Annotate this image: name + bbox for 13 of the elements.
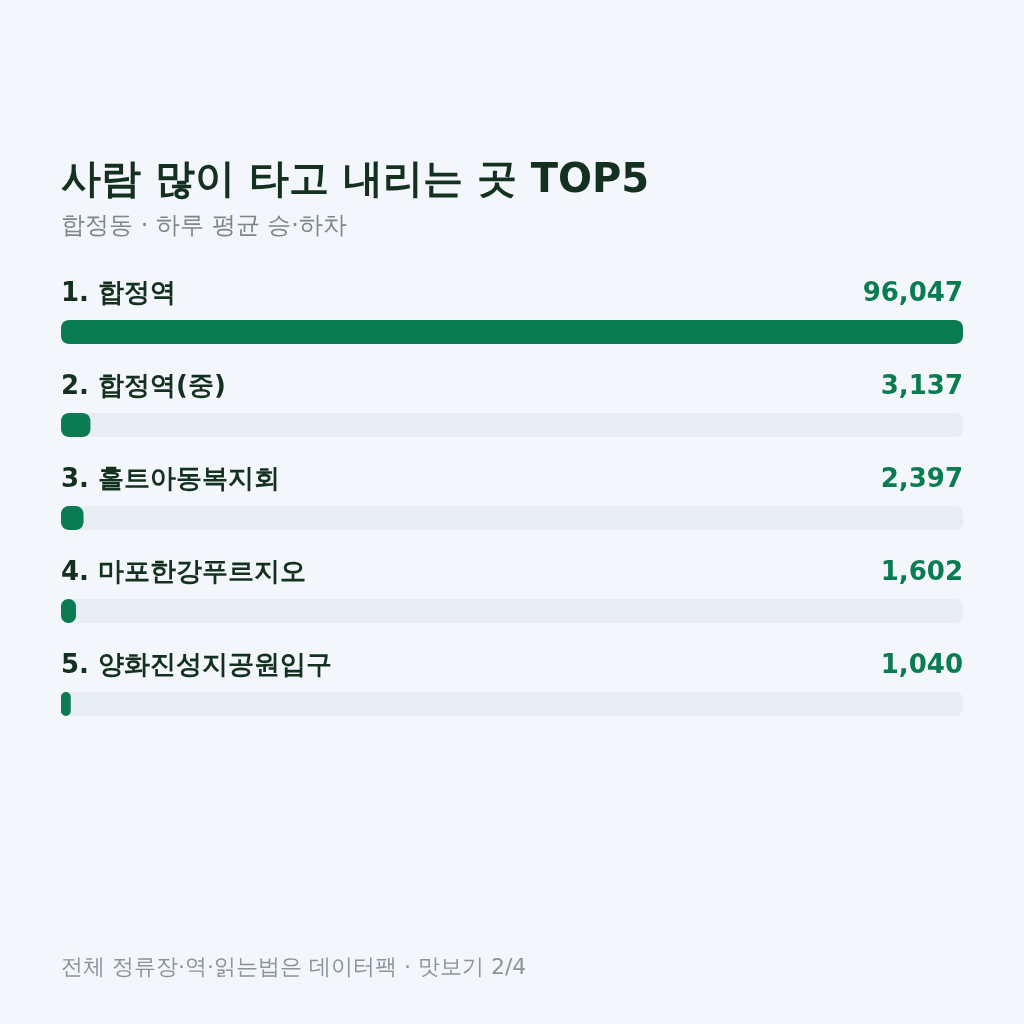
chart-subtitle: 합정동 · 하루 평균 승·하차	[61, 211, 347, 239]
y-tick-label: 3. 홀트아동복지회	[61, 463, 281, 493]
data-label: 1,602	[880, 556, 963, 586]
text: 전체 정류장·역·읽는법은 데이터팩 · 맛보기 2/4	[61, 954, 527, 979]
data-label: 2,397	[880, 463, 963, 493]
y-tick-label: 1. 합정역	[61, 277, 177, 307]
data-label: 1,040	[880, 649, 963, 679]
y-tick-label: 2. 합정역(중)	[61, 370, 226, 400]
y-tick-label: 5. 양화진성지공원입구	[61, 649, 333, 679]
data-label: 96,047	[862, 277, 963, 307]
chart-title: 사람 많이 타고 내리는 곳 TOP5	[61, 155, 650, 201]
y-tick-label: 4. 마포한강푸르지오	[61, 556, 307, 586]
data-label: 3,137	[880, 370, 963, 400]
